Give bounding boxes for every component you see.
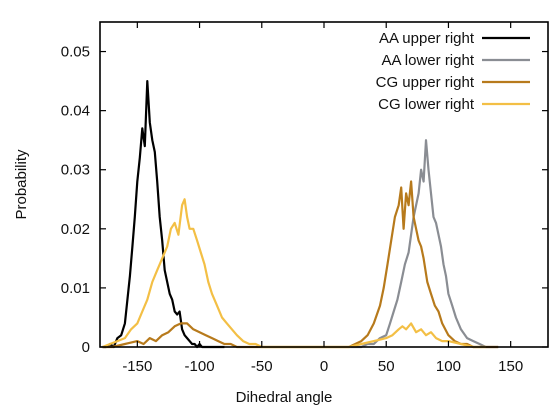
y-axis-title: Probability xyxy=(13,149,30,220)
legend-label: CG upper right xyxy=(376,74,475,91)
legend-label: AA upper right xyxy=(379,30,475,47)
legend-label: AA lower right xyxy=(381,52,474,69)
legend: AA upper right AA lower right CG upper rig… xyxy=(376,30,530,113)
y-tick-label: 0 xyxy=(82,339,90,356)
legend-label: CG lower right xyxy=(378,96,475,113)
y-tick-label: 0.04 xyxy=(61,103,90,120)
x-axis-title: Dihedral angle xyxy=(236,389,333,406)
x-tick-label: -50 xyxy=(251,358,273,375)
x-tick-label: 150 xyxy=(498,358,523,375)
series-layer xyxy=(102,79,499,349)
x-tick-label: -150 xyxy=(122,358,152,375)
series-line-2 xyxy=(348,139,499,349)
series-line-1 xyxy=(102,79,225,349)
x-tick-label: 100 xyxy=(436,358,461,375)
x-tick-label: -100 xyxy=(185,358,215,375)
y-tick-label: 0.05 xyxy=(61,44,90,61)
plot-frame xyxy=(99,21,549,348)
series-line-4 xyxy=(102,198,486,349)
y-tick-label: 0.03 xyxy=(61,162,90,179)
y-tick-label: 0.02 xyxy=(61,221,90,238)
x-tick-label: 50 xyxy=(378,358,395,375)
ticks-layer: -150 -100 -50 0 50 100 150 0 0.01 0.02 0.03 0.04 0.0… xyxy=(61,22,548,375)
y-tick-label: 0.01 xyxy=(61,280,90,297)
x-tick-label: 0 xyxy=(320,358,328,375)
series-line-3 xyxy=(102,180,499,349)
